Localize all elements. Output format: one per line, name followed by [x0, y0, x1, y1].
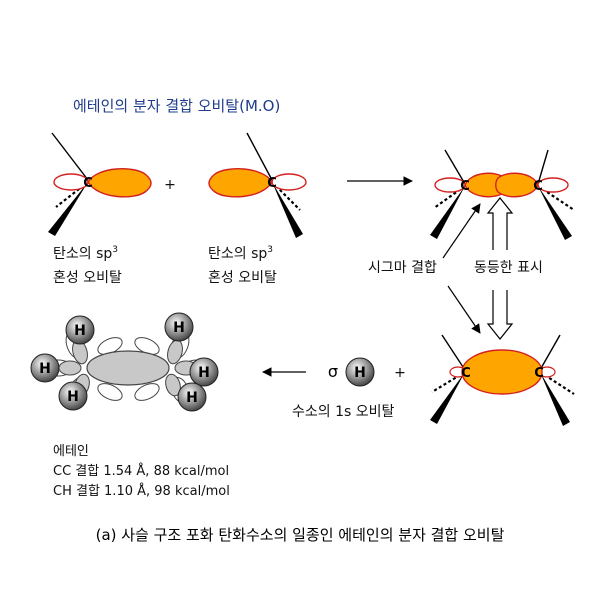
svg-text:H: H — [74, 323, 86, 339]
carbon-label: C — [267, 176, 277, 191]
left-orbital-label-line2: 혼성 오비탈 — [53, 270, 122, 286]
hydrogen-1s-atom: H — [345, 357, 375, 387]
right-sp3-orbital: C — [208, 132, 307, 238]
right-orbital-label-line2: 혼성 오비탈 — [208, 270, 277, 286]
plus-sign: + — [164, 177, 176, 193]
carbon-label: C — [533, 179, 543, 194]
diagram-title: 에테인의 분자 결합 오비탈(M.O) — [73, 97, 280, 115]
carbon-label: C — [534, 366, 544, 381]
ethane-h-atom: H — [177, 382, 207, 412]
ethane-molecule: H H H H H H — [30, 312, 219, 412]
sp3-lobe — [87, 168, 152, 198]
svg-text:H: H — [354, 365, 366, 381]
hydrogen-1s-label: 수소의 1s 오비탈 — [292, 404, 395, 420]
cc-bond-info: CC 결합 1.54 Å, 88 kcal/mol — [53, 463, 229, 479]
plus-sign: + — [394, 365, 406, 381]
right-orbital-label-line1: 탄소의 sp3 — [208, 245, 273, 262]
svg-text:H: H — [173, 320, 185, 336]
sigma-pointer-arrow — [442, 203, 481, 259]
ethane-h-atom: H — [58, 381, 88, 411]
ethane-h-atom: H — [30, 353, 60, 383]
ch-bond-info: CH 결합 1.10 Å, 98 kcal/mol — [53, 483, 230, 499]
svg-text:H: H — [67, 389, 79, 405]
overlapping-orbitals: C C — [430, 149, 575, 240]
equivalent-label: 동등한 표시 — [474, 260, 543, 276]
figure-caption: (a) 사슬 구조 포화 탄화수소의 일종인 에테인의 분자 결합 오비탈 — [96, 526, 505, 544]
left-orbital-label-line1: 탄소의 sp3 — [53, 245, 118, 262]
sigma-bond-label: 시그마 결합 — [368, 260, 437, 276]
ethane-h-atom: H — [189, 357, 219, 387]
sigma-down-arrow — [447, 285, 481, 334]
left-sp3-orbital: C — [48, 132, 152, 236]
ethane-h-atom: H — [65, 315, 95, 345]
cc-sigma-lobe — [86, 350, 170, 386]
ethane-name: 에테인 — [53, 444, 89, 459]
equivalence-arrows — [486, 197, 514, 340]
ethane-h-atom: H — [164, 312, 194, 342]
carbon-label: C — [460, 179, 470, 194]
sigma-bond-orbital: C C — [430, 334, 575, 426]
carbon-label: C — [461, 366, 471, 381]
svg-text:H: H — [198, 365, 210, 381]
svg-text:H: H — [186, 390, 198, 406]
sp3-lobe — [208, 168, 273, 198]
sigma-symbol: σ — [328, 362, 338, 381]
carbon-label: C — [83, 176, 93, 191]
svg-text:H: H — [39, 361, 51, 377]
